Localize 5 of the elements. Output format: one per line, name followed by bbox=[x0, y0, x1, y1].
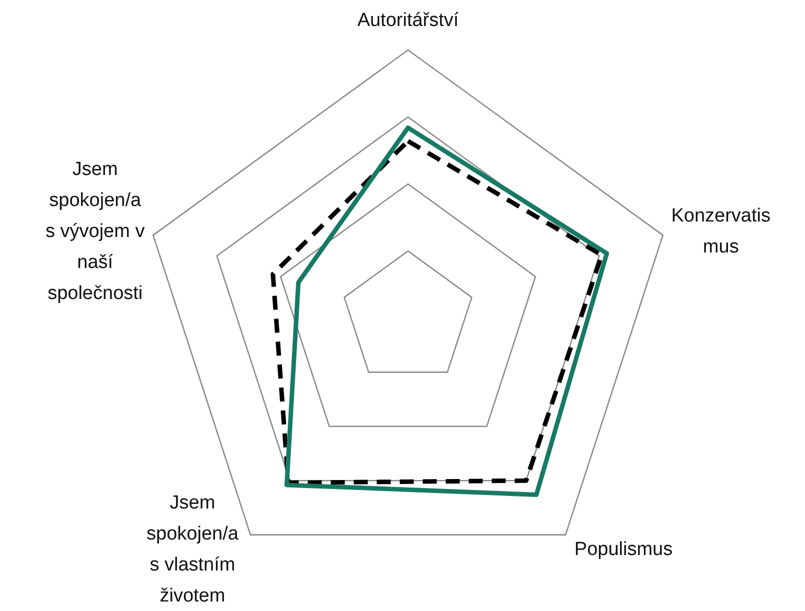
spoke-label: Jsem spokojen/a s vlastním životem bbox=[146, 492, 239, 606]
spoke-label: Autoritářství bbox=[357, 10, 460, 31]
spoke-label: Konzervatismus bbox=[671, 206, 771, 258]
spoke-label: Jsem spokojen/a s vývojem v naší společnosti bbox=[45, 159, 146, 304]
spoke-label: Populismus bbox=[574, 538, 673, 560]
